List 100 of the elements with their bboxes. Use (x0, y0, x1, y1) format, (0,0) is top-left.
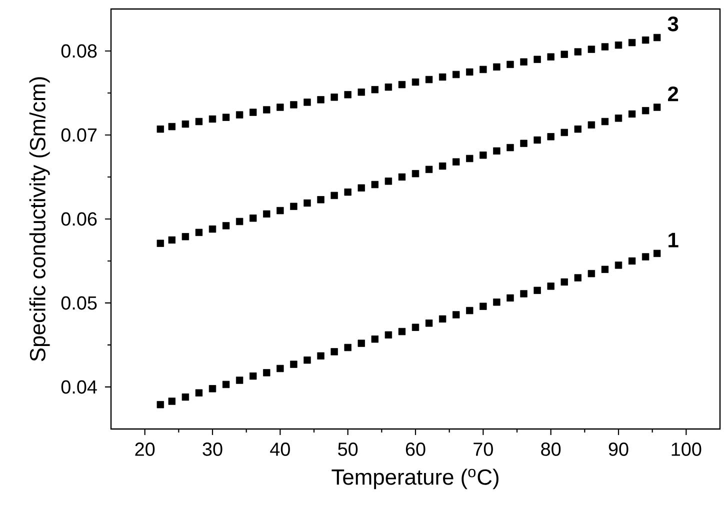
x-tick-label: 50 (338, 442, 358, 456)
point (547, 282, 554, 290)
point (330, 192, 338, 200)
point (195, 389, 203, 396)
x-tick-label: 100 (672, 442, 702, 456)
point (317, 96, 324, 104)
point (601, 43, 609, 50)
point (182, 120, 190, 128)
point (601, 266, 609, 273)
y-tick-label: 0.06 (61, 212, 97, 226)
point (168, 398, 176, 405)
point (560, 50, 568, 58)
point (628, 110, 636, 118)
point (384, 84, 392, 91)
point (371, 180, 379, 188)
point (222, 380, 230, 388)
point (384, 178, 392, 185)
point (425, 76, 433, 84)
point (236, 218, 244, 226)
point (493, 63, 500, 71)
point (304, 199, 311, 207)
point (263, 106, 270, 114)
x-tick-label: 30 (202, 442, 222, 456)
point (438, 315, 446, 323)
point (642, 107, 650, 114)
point (290, 202, 298, 210)
point (398, 173, 406, 181)
series-label: 3 (668, 16, 678, 32)
point (276, 206, 284, 214)
point (506, 60, 514, 68)
point (304, 98, 311, 106)
y-tick-label: 0.04 (61, 380, 97, 394)
point (263, 369, 270, 376)
point (344, 91, 352, 98)
point (534, 56, 541, 63)
point (236, 111, 244, 118)
point (412, 170, 420, 178)
point (263, 210, 270, 218)
point (304, 356, 311, 364)
point (208, 225, 216, 233)
point (534, 136, 541, 144)
y-axis-title: Specific conductivity (Sm/cm) (29, 77, 50, 362)
point (574, 274, 582, 282)
x-tick-label: 40 (270, 442, 290, 456)
point (614, 42, 622, 49)
point (276, 364, 284, 372)
point (156, 401, 164, 408)
point (222, 222, 230, 230)
point (250, 214, 257, 222)
point (358, 184, 365, 192)
point (452, 158, 460, 166)
point (156, 126, 164, 133)
point (208, 385, 216, 392)
point (520, 140, 528, 147)
point (628, 38, 636, 46)
point (438, 73, 446, 81)
point (276, 104, 284, 111)
point (653, 250, 661, 258)
point (588, 46, 596, 53)
point (574, 126, 582, 133)
point (344, 344, 352, 352)
point (425, 166, 433, 174)
point (588, 121, 596, 129)
y-tick-label: 0.05 (61, 296, 97, 310)
point (466, 68, 474, 76)
point (493, 147, 500, 155)
point (398, 328, 406, 336)
point (520, 58, 528, 66)
point (330, 94, 338, 101)
point (290, 360, 298, 368)
point (371, 86, 379, 94)
point (642, 36, 650, 44)
point (195, 228, 203, 236)
point (480, 152, 487, 159)
point (168, 236, 176, 244)
point (425, 320, 433, 327)
y-tick-label: 0.07 (61, 128, 97, 142)
point (358, 340, 365, 347)
point (534, 286, 541, 294)
point (182, 233, 190, 240)
point (195, 118, 203, 126)
point (344, 188, 352, 196)
point (480, 66, 487, 74)
point (236, 376, 244, 384)
x-tick-label: 70 (474, 442, 493, 456)
point (358, 88, 365, 96)
point (317, 196, 324, 204)
point (168, 122, 176, 130)
point (547, 133, 554, 140)
point (560, 128, 568, 136)
x-tick-label: 80 (541, 442, 561, 456)
point (614, 262, 622, 269)
point (330, 348, 338, 356)
point (222, 114, 230, 121)
series-label: 2 (668, 86, 678, 102)
point (506, 294, 514, 302)
point (574, 48, 582, 56)
point (317, 352, 324, 360)
point (384, 331, 392, 339)
point (452, 311, 460, 318)
